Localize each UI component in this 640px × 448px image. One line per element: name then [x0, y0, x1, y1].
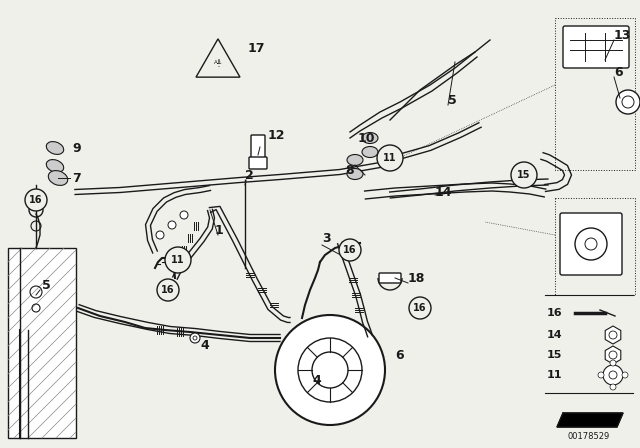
Text: 16: 16	[343, 245, 356, 255]
Text: 16: 16	[547, 308, 563, 318]
Text: 8: 8	[345, 164, 354, 177]
Circle shape	[157, 279, 179, 301]
Ellipse shape	[347, 155, 363, 165]
Text: 4: 4	[200, 339, 209, 352]
Polygon shape	[557, 413, 623, 427]
Text: 15: 15	[517, 170, 531, 180]
Text: 15: 15	[547, 350, 563, 360]
Text: 9: 9	[72, 142, 81, 155]
Ellipse shape	[362, 133, 378, 143]
Text: 00178529: 00178529	[568, 432, 610, 441]
Text: 14: 14	[547, 330, 563, 340]
Text: 2: 2	[245, 168, 253, 181]
Text: 6: 6	[395, 349, 404, 362]
FancyBboxPatch shape	[560, 213, 622, 275]
Circle shape	[190, 333, 200, 343]
Circle shape	[409, 297, 431, 319]
Circle shape	[275, 315, 385, 425]
Text: 14: 14	[435, 185, 452, 198]
FancyBboxPatch shape	[563, 26, 629, 68]
Text: 12: 12	[268, 129, 285, 142]
Ellipse shape	[48, 171, 68, 185]
Text: 6: 6	[614, 65, 623, 78]
Circle shape	[610, 360, 616, 366]
Text: 11: 11	[547, 370, 563, 380]
Bar	[8, 248, 76, 438]
Ellipse shape	[46, 142, 64, 155]
Text: !: !	[216, 59, 220, 69]
Circle shape	[603, 365, 623, 385]
Text: 5: 5	[42, 279, 51, 292]
FancyBboxPatch shape	[249, 157, 267, 169]
FancyBboxPatch shape	[379, 273, 401, 283]
Text: 3: 3	[322, 232, 331, 245]
Circle shape	[165, 247, 191, 273]
Circle shape	[382, 152, 398, 168]
Text: 18: 18	[408, 271, 426, 284]
Circle shape	[616, 90, 640, 114]
Circle shape	[25, 189, 47, 211]
Circle shape	[610, 384, 616, 390]
Circle shape	[511, 162, 537, 188]
Text: 11: 11	[383, 153, 397, 163]
Text: 4: 4	[312, 374, 321, 387]
Circle shape	[180, 211, 188, 219]
Text: 16: 16	[29, 195, 43, 205]
Circle shape	[377, 145, 403, 171]
Circle shape	[598, 372, 604, 378]
Circle shape	[339, 239, 361, 261]
Text: 16: 16	[161, 285, 175, 295]
Circle shape	[156, 231, 164, 239]
FancyBboxPatch shape	[251, 135, 265, 159]
Text: 13: 13	[614, 29, 632, 42]
Text: A⚠: A⚠	[214, 60, 222, 65]
Text: 17: 17	[248, 42, 266, 55]
Text: 10: 10	[358, 132, 376, 145]
Text: 1: 1	[215, 224, 224, 237]
Text: 11: 11	[172, 255, 185, 265]
Circle shape	[622, 372, 628, 378]
Text: 16: 16	[413, 303, 427, 313]
Ellipse shape	[362, 146, 378, 158]
Ellipse shape	[347, 168, 363, 180]
Circle shape	[168, 221, 176, 229]
Text: 7: 7	[72, 172, 81, 185]
Ellipse shape	[46, 159, 64, 172]
Text: 5: 5	[448, 94, 457, 107]
